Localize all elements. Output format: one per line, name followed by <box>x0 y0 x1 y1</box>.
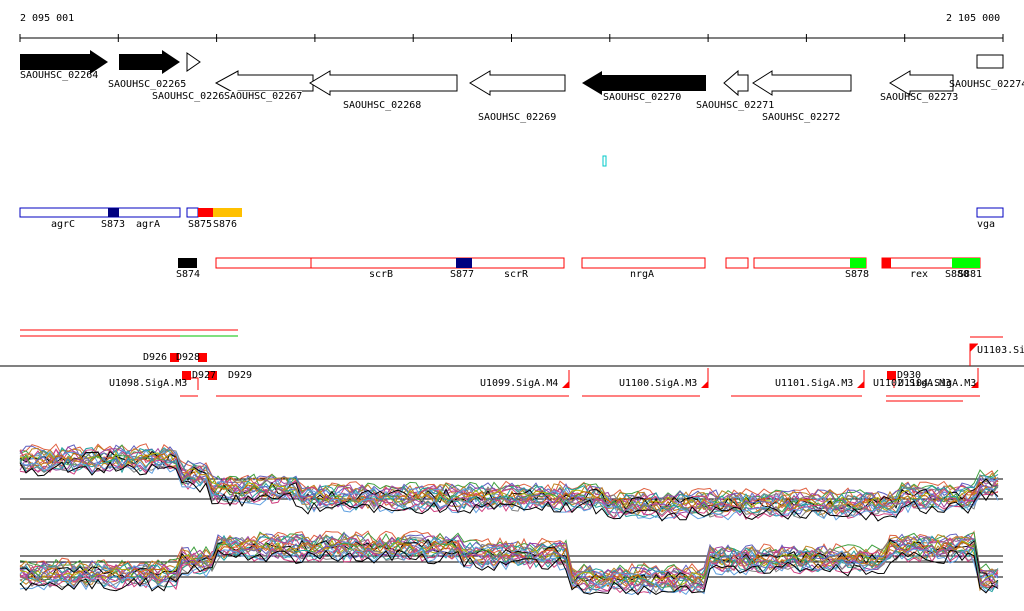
site-label: S873 <box>101 219 126 230</box>
dna-site-label: D927 <box>192 370 217 381</box>
site-label: S881 <box>958 269 983 280</box>
expression-profile-line <box>19 460 999 521</box>
gene-track <box>20 50 1004 97</box>
promoter-U1098[interactable] <box>190 377 199 390</box>
gene-label: SAOUHSC_02266 <box>152 91 231 102</box>
expression-panel-2 <box>19 530 1003 596</box>
operon-label: rex <box>910 269 929 280</box>
gene-label: SAOUHSC_02270 <box>603 92 682 103</box>
site-label: S880 <box>945 269 970 280</box>
expression-profile-line <box>19 461 999 522</box>
dna-site-label: D928 <box>176 352 201 363</box>
expression-profile-line <box>19 457 999 518</box>
gene-arrow-02271[interactable] <box>723 69 749 97</box>
site-S876[interactable] <box>213 208 242 217</box>
ruler-start-label: 2 095 001 <box>20 13 75 24</box>
expression-profile-line <box>19 453 999 514</box>
operon-small-2[interactable] <box>725 257 749 269</box>
operon-track <box>19 207 1004 269</box>
operon-label: scrR <box>504 269 529 280</box>
position-ruler <box>19 34 1004 42</box>
operon-nrgA[interactable] <box>581 257 706 269</box>
operon-scrB-scrR[interactable] <box>310 257 565 269</box>
dna-site-label: D930 <box>897 370 922 381</box>
gene-arrow-02265[interactable] <box>119 50 180 74</box>
dna-site-D930[interactable] <box>887 371 896 380</box>
dna-site-label: D929 <box>228 370 253 381</box>
gene-label: SAOUHSC_02271 <box>696 100 775 111</box>
site-label: S876 <box>213 219 238 230</box>
promoter-label: U1098.SigA.M3 <box>109 378 188 389</box>
gene-arrow-02268[interactable] <box>309 70 458 96</box>
operon-label: scrB <box>369 269 394 280</box>
gene-label: SAOUHSC_02269 <box>478 112 557 123</box>
gene-arrow-02269[interactable] <box>469 70 566 96</box>
site-S873[interactable] <box>108 208 119 217</box>
promoter-label: U1104.SigA.M3 <box>898 378 977 389</box>
dna-site-D928[interactable] <box>198 353 207 362</box>
expression-profile-line <box>19 546 999 594</box>
site-label: S878 <box>845 269 870 280</box>
site-S877[interactable] <box>456 258 472 268</box>
gene-arrow-02264[interactable] <box>20 50 108 74</box>
gene-arrow-02266[interactable] <box>186 52 201 72</box>
cyan-marker <box>602 155 607 167</box>
expression-panel-1 <box>19 443 1003 522</box>
promoter-label: U1099.SigA.M4 <box>480 378 559 389</box>
gene-arrow-02273[interactable] <box>889 70 954 96</box>
operon-agrC-agrA[interactable] <box>19 207 181 218</box>
site-label: S875 <box>188 219 213 230</box>
gene-label: SAOUHSC_02264 <box>20 70 99 81</box>
gene-arrow-02272[interactable] <box>752 70 852 96</box>
promoter-label: U1103.Si <box>977 345 1024 356</box>
promoter-label: U1101.SigA.M3 <box>775 378 854 389</box>
gene-box-02274[interactable] <box>976 54 1004 69</box>
ruler-end-label: 2 105 000 <box>946 13 1001 24</box>
promoter-label: U1100.SigA.M3 <box>619 378 698 389</box>
expression-profile-line <box>19 452 999 513</box>
dna-site-label: D926 <box>143 352 168 363</box>
expression-profile-line <box>19 535 999 584</box>
operon-scr-a[interactable] <box>215 257 312 269</box>
site-S875[interactable] <box>198 208 213 217</box>
operon-vga[interactable] <box>976 207 1004 218</box>
gene-label: SAOUHSC_02268 <box>343 100 422 111</box>
expression-profile-line <box>19 457 999 517</box>
operon-label: agrC <box>51 219 76 230</box>
site-S880-S881[interactable] <box>952 258 980 268</box>
gene-label: SAOUHSC_02267 <box>224 91 303 102</box>
gene-label: SAOUHSC_02272 <box>762 112 841 123</box>
expression-profile-line <box>19 534 999 582</box>
expression-profile-line <box>19 446 999 507</box>
regulatory-track <box>0 329 1024 402</box>
expression-profile-line <box>19 459 999 519</box>
site-rex-start[interactable] <box>882 258 891 268</box>
operon-02272[interactable] <box>753 257 867 269</box>
promoter-label: U1102.SigA.M3 <box>873 378 952 389</box>
gene-label: SAOUHSC_02265 <box>108 79 187 90</box>
operon-label: vga <box>977 219 996 230</box>
gene-label: SAOUHSC_02274 <box>949 79 1024 90</box>
gene-label: SAOUHSC_02273 <box>880 92 959 103</box>
operon-label: nrgA <box>630 269 655 280</box>
expression-profile-line <box>19 540 999 588</box>
operon-small[interactable] <box>186 207 199 218</box>
site-label: S874 <box>176 269 201 280</box>
operon-label: agrA <box>136 219 161 230</box>
site-S874[interactable] <box>178 258 197 268</box>
gene-arrow-02270[interactable] <box>582 71 706 95</box>
expression-profile-line <box>19 549 999 596</box>
site-label: S877 <box>450 269 475 280</box>
dna-site-D926[interactable] <box>170 353 179 362</box>
dna-site-D929[interactable] <box>208 371 217 380</box>
site-S878[interactable] <box>850 258 866 268</box>
dna-site-D927[interactable] <box>182 371 191 380</box>
